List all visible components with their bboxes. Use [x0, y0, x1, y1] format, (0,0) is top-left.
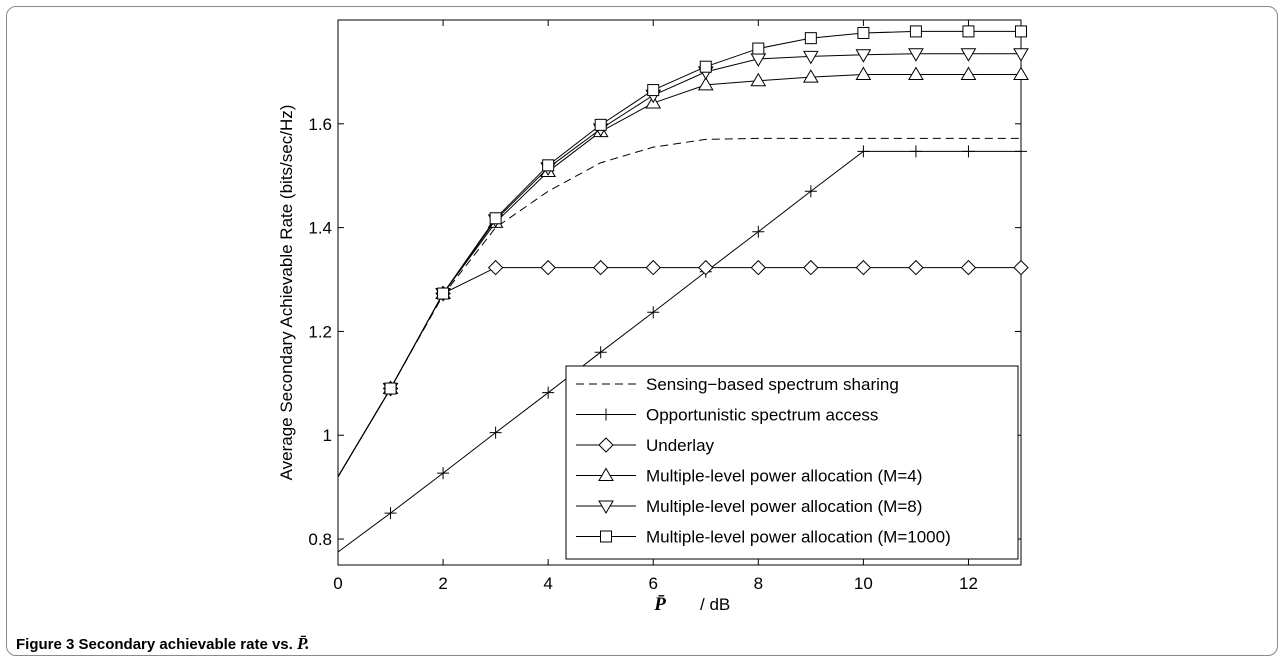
data-point-underlay — [1013, 259, 1029, 276]
data-point-mlpa-m1000 — [962, 25, 975, 38]
data-point-underlay — [855, 259, 872, 276]
data-point-mlpa-m8 — [960, 48, 977, 62]
x-tick-label: 4 — [543, 574, 552, 593]
data-point-mlpa-m4 — [855, 66, 872, 80]
data-point-opportunistic — [489, 426, 502, 439]
data-point-underlay — [803, 259, 819, 276]
data-point-mlpa-m1000 — [1015, 25, 1027, 38]
data-point-opportunistic — [1015, 145, 1027, 158]
data-point-underlay — [750, 259, 767, 276]
y-tick-label: 0.8 — [308, 530, 332, 549]
data-point-opportunistic — [804, 185, 817, 198]
data-point-underlay — [908, 259, 924, 276]
data-point-mlpa-m8 — [1013, 48, 1029, 62]
data-point-mlpa-m4 — [697, 76, 714, 91]
data-point-mlpa-m1000 — [699, 60, 712, 73]
data-point-mlpa-m4 — [960, 66, 977, 80]
data-point-mlpa-m1000 — [857, 26, 870, 39]
data-point-mlpa-m1000 — [542, 159, 555, 172]
x-tick-label: 12 — [959, 574, 978, 593]
legend-label-mlpa-m4: Multiple-level power allocation (M=4) — [646, 467, 922, 486]
series-line-sensing — [337, 137, 1021, 478]
x-tick-label: 2 — [438, 574, 447, 593]
data-point-underlay — [645, 259, 661, 276]
data-point-mlpa-m4 — [1013, 66, 1029, 80]
x-tick-label: 0 — [333, 574, 342, 593]
legend-box — [565, 365, 1019, 560]
data-point-opportunistic — [647, 306, 660, 319]
series-line-underlay — [337, 267, 1021, 478]
x-axis-label-symbol: P̄ — [653, 594, 666, 615]
data-point-mlpa-m4 — [802, 69, 819, 83]
x-tick-label: 6 — [648, 574, 657, 593]
y-axis-label: Average Secondary Achievable Rate (bits/… — [277, 105, 296, 481]
legend-marker-opportunistic — [600, 408, 612, 421]
data-point-opportunistic — [857, 145, 870, 158]
caption-label: Figure 3 — [16, 636, 75, 653]
data-point-opportunistic — [752, 225, 765, 238]
data-point-mlpa-m1000 — [437, 287, 450, 300]
legend-label-mlpa-m8: Multiple-level power allocation (M=8) — [646, 497, 922, 516]
data-point-mlpa-m1000 — [804, 32, 817, 45]
data-point-mlpa-m4 — [908, 66, 924, 80]
data-point-opportunistic — [962, 145, 975, 158]
x-tick-label: 8 — [754, 574, 763, 593]
data-point-underlay — [592, 259, 609, 276]
data-point-mlpa-m8 — [802, 50, 819, 65]
data-point-opportunistic — [909, 145, 922, 158]
legend-marker-mlpa-m8 — [598, 500, 614, 514]
data-point-opportunistic — [594, 346, 607, 359]
legend-label-underlay: Underlay — [646, 436, 715, 455]
data-point-mlpa-m8 — [855, 49, 872, 63]
caption-symbol: P̄. — [297, 634, 310, 653]
data-point-opportunistic — [384, 507, 397, 520]
data-point-underlay — [540, 259, 556, 276]
data-point-underlay — [698, 259, 714, 276]
x-tick-label: 10 — [854, 574, 873, 593]
data-point-opportunistic — [437, 467, 450, 480]
data-point-underlay — [960, 259, 977, 276]
legend-label-opportunistic: Opportunistic spectrum access — [646, 406, 878, 425]
data-point-opportunistic — [542, 386, 555, 399]
data-point-mlpa-m1000 — [647, 84, 660, 97]
data-point-mlpa-m1000 — [752, 42, 765, 55]
data-point-mlpa-m1000 — [909, 25, 922, 38]
caption-text: Secondary achievable rate vs. — [78, 636, 293, 653]
figure-caption: Figure 3 Secondary achievable rate vs. P… — [16, 634, 309, 654]
y-tick-label: 1 — [323, 426, 332, 445]
data-point-mlpa-m8 — [908, 48, 924, 62]
data-point-underlay — [487, 259, 504, 276]
legend-marker-mlpa-m1000 — [600, 530, 612, 543]
data-point-mlpa-m1000 — [384, 382, 397, 395]
legend-marker-underlay — [598, 437, 614, 453]
data-point-mlpa-m4 — [750, 72, 767, 87]
x-axis-label-unit: / dB — [700, 595, 730, 614]
series-line-opportunistic — [337, 150, 1021, 553]
data-point-mlpa-m1000 — [489, 212, 502, 225]
legend-marker-mlpa-m4 — [598, 467, 614, 481]
series-line-mlpa-m1000 — [337, 30, 1021, 478]
plot-area-border — [337, 19, 1022, 566]
legend-label-sensing: Sensing−based spectrum sharing — [646, 375, 899, 394]
y-tick-label: 1.2 — [308, 322, 332, 341]
data-point-mlpa-m1000 — [594, 118, 607, 131]
legend-label-mlpa-m1000: Multiple-level power allocation (M=1000) — [646, 528, 951, 547]
y-tick-label: 1.6 — [308, 115, 332, 134]
y-tick-label: 1.4 — [308, 219, 332, 238]
